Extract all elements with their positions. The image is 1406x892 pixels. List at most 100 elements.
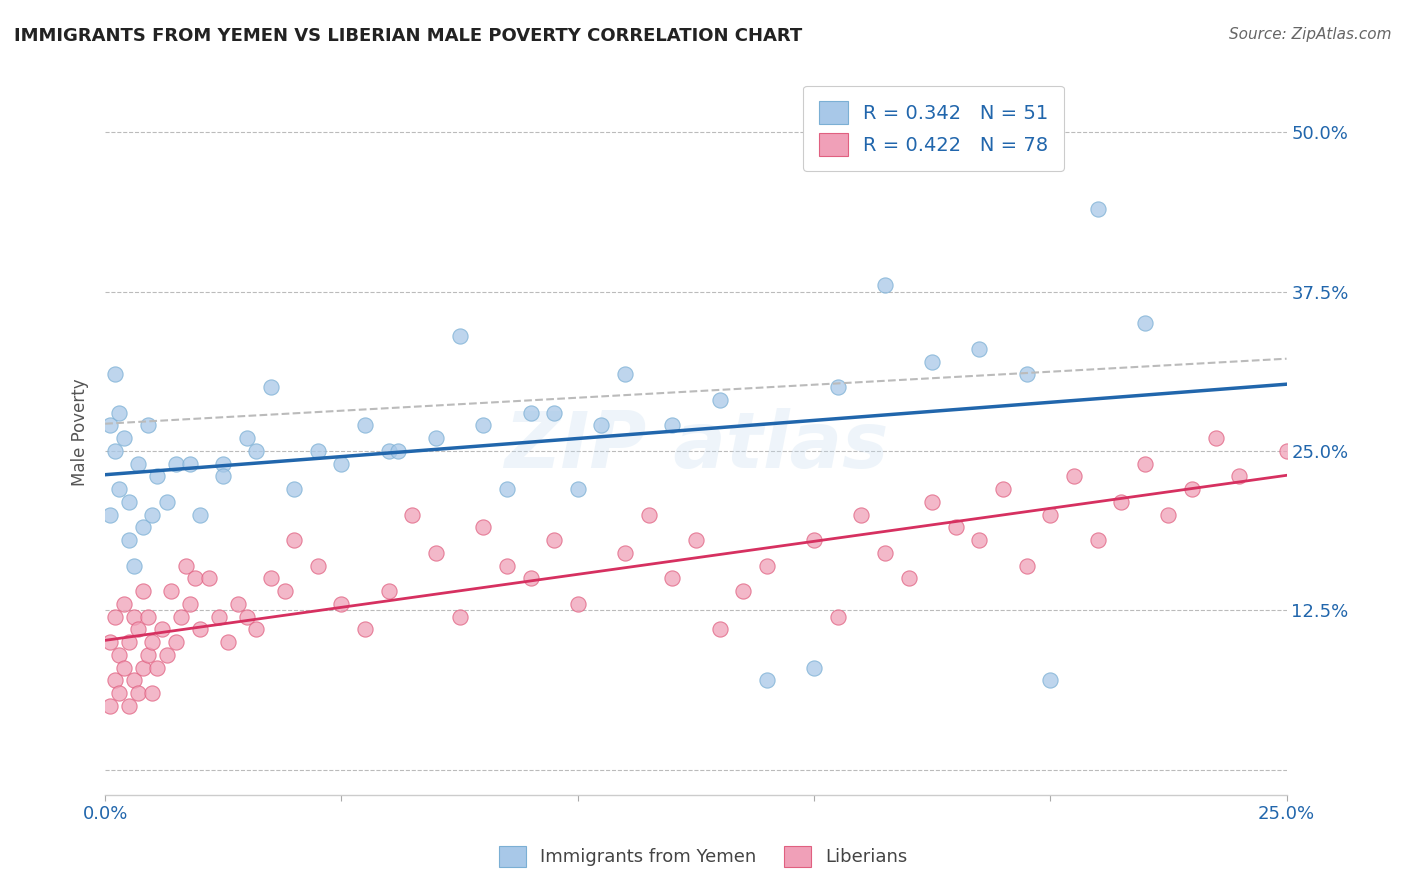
Point (661, 571, 683, 585)
Point (136, 648, 159, 662)
Point (98, 508, 121, 522)
Point (567, 597, 589, 611)
Point (122, 609, 145, 624)
Point (207, 609, 229, 624)
Point (179, 457, 201, 471)
Point (921, 354, 943, 368)
Point (1133, 457, 1156, 471)
Point (637, 508, 659, 522)
Point (1039, 673, 1062, 688)
Point (755, 673, 778, 688)
Point (377, 584, 399, 599)
Point (245, 623, 267, 637)
Point (132, 660, 155, 674)
Legend: R = 0.342   N = 51, R = 0.422   N = 78: R = 0.342 N = 51, R = 0.422 N = 78 (803, 86, 1064, 171)
Point (425, 431, 447, 445)
Point (226, 597, 249, 611)
Text: ZIP atlas: ZIP atlas (503, 409, 889, 484)
Point (212, 457, 235, 471)
Point (354, 623, 377, 637)
Point (127, 457, 149, 471)
Point (401, 508, 423, 522)
Point (449, 609, 471, 624)
Point (259, 571, 281, 585)
Point (104, 444, 127, 458)
Point (614, 546, 637, 560)
Point (274, 584, 297, 599)
Point (118, 698, 141, 713)
Point (1227, 469, 1250, 483)
Point (945, 520, 967, 534)
Point (543, 406, 565, 420)
Point (387, 444, 409, 458)
Point (245, 444, 267, 458)
Point (1181, 482, 1204, 496)
Point (969, 533, 991, 548)
Point (98, 698, 121, 713)
Point (198, 571, 221, 585)
Point (217, 635, 239, 649)
Point (897, 571, 920, 585)
Point (165, 457, 187, 471)
Point (118, 533, 141, 548)
Legend: Immigrants from Yemen, Liberians: Immigrants from Yemen, Liberians (492, 838, 914, 874)
Point (104, 368, 127, 382)
Text: Source: ZipAtlas.com: Source: ZipAtlas.com (1229, 27, 1392, 42)
Point (591, 418, 613, 433)
Point (150, 623, 173, 637)
Point (921, 495, 943, 509)
Point (141, 635, 163, 649)
Point (567, 482, 589, 496)
Point (755, 558, 778, 573)
Point (991, 482, 1014, 496)
Point (307, 558, 329, 573)
Point (132, 584, 155, 599)
Point (1109, 495, 1132, 509)
Point (160, 584, 183, 599)
Point (1015, 558, 1038, 573)
Point (827, 609, 849, 624)
Point (496, 558, 519, 573)
Point (98, 418, 121, 433)
Point (354, 418, 377, 433)
Point (156, 495, 179, 509)
Point (873, 546, 896, 560)
Point (307, 444, 329, 458)
Point (141, 508, 163, 522)
Point (108, 482, 131, 496)
Point (118, 635, 141, 649)
Point (733, 584, 755, 599)
Point (156, 648, 179, 662)
Point (179, 597, 201, 611)
Point (283, 482, 305, 496)
Point (104, 609, 127, 624)
Point (330, 457, 353, 471)
Point (112, 597, 135, 611)
Point (1205, 431, 1227, 445)
Text: IMMIGRANTS FROM YEMEN VS LIBERIAN MALE POVERTY CORRELATION CHART: IMMIGRANTS FROM YEMEN VS LIBERIAN MALE P… (14, 27, 803, 45)
Point (969, 342, 991, 356)
Point (112, 431, 135, 445)
Point (803, 660, 825, 674)
Point (827, 380, 849, 394)
Point (136, 609, 159, 624)
Point (1275, 444, 1298, 458)
Y-axis label: Male Poverty: Male Poverty (72, 378, 89, 485)
Point (165, 635, 187, 649)
Point (98, 635, 121, 649)
Point (377, 444, 399, 458)
Point (188, 623, 211, 637)
Point (1087, 533, 1109, 548)
Point (851, 508, 873, 522)
Point (108, 648, 131, 662)
Point (236, 431, 259, 445)
Point (122, 558, 145, 573)
Point (685, 533, 707, 548)
Point (127, 686, 149, 700)
Point (141, 686, 163, 700)
Point (132, 520, 155, 534)
Point (146, 469, 169, 483)
Point (174, 558, 197, 573)
Point (543, 533, 565, 548)
Point (146, 660, 169, 674)
